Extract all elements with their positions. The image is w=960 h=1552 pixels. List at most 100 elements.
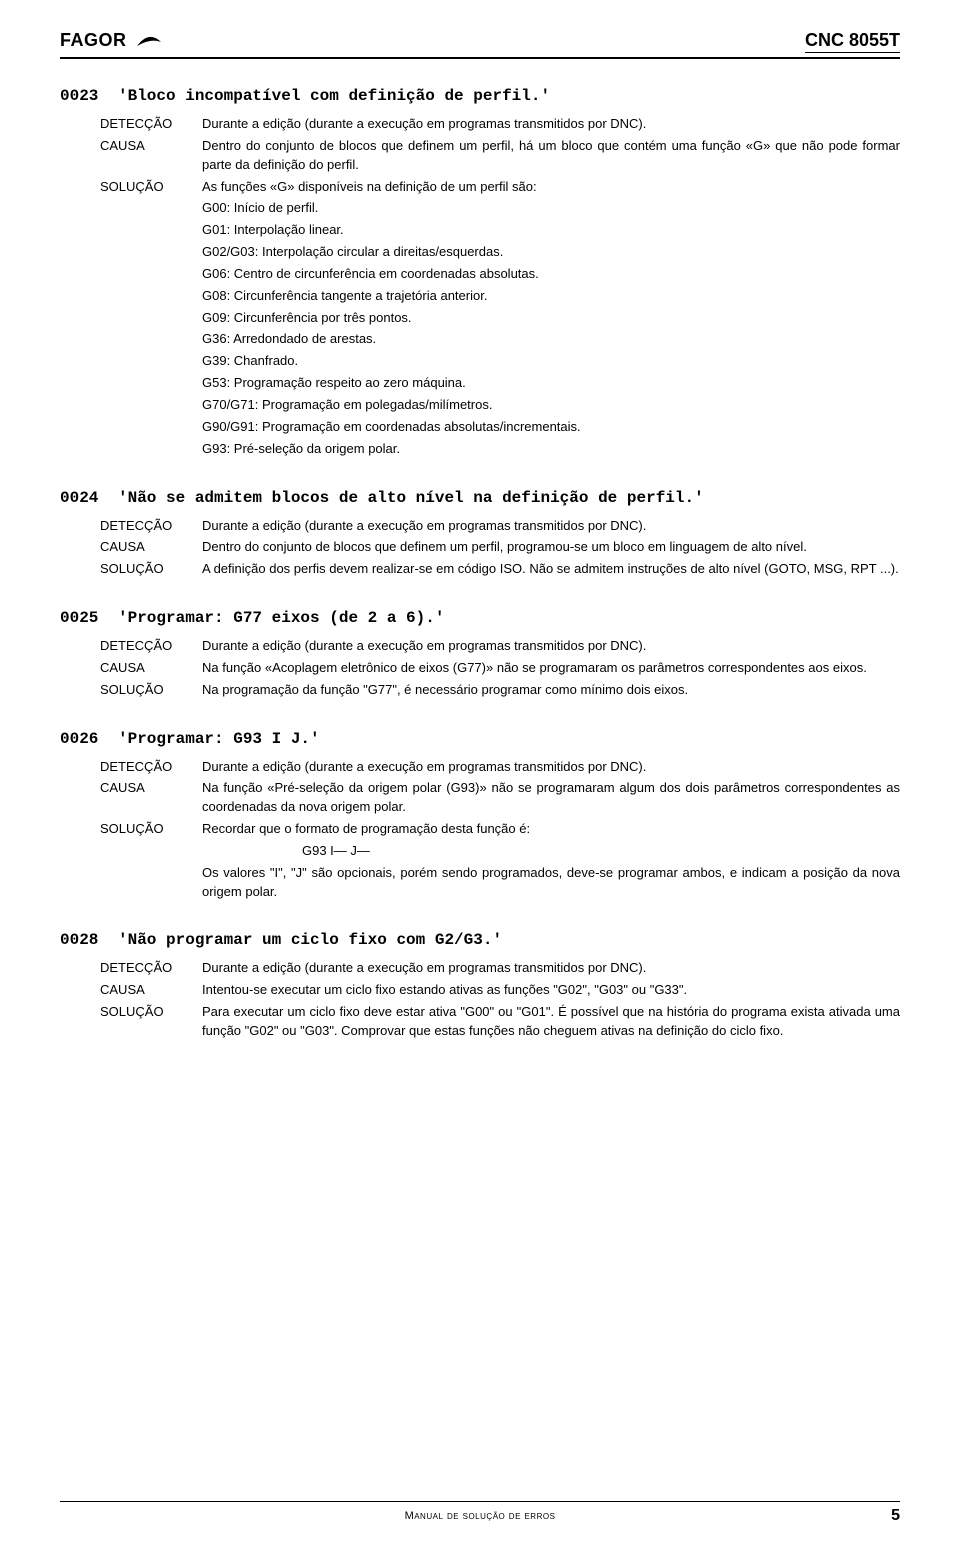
error-row: DETECÇÃODurante a edição (durante a exec…: [100, 758, 900, 777]
error-row: SOLUÇÃORecordar que o formato de program…: [100, 820, 900, 839]
error-code: 0026: [60, 730, 118, 748]
row-label: CAUSA: [100, 981, 202, 1000]
error-title-text: 'Bloco incompatível com definição de per…: [118, 87, 550, 105]
row-label: CAUSA: [100, 137, 202, 175]
sub-value: G36: Arredondado de arestas.: [202, 330, 900, 349]
sub-value: G70/G71: Programação em polegadas/milíme…: [202, 396, 900, 415]
error-subrow: G01: Interpolação linear.: [100, 221, 900, 240]
row-label: DETECÇÃO: [100, 517, 202, 536]
error-block: 0025'Programar: G77 eixos (de 2 a 6).' DE…: [60, 609, 900, 700]
after-value: Os valores "I", "J" são opcionais, porém…: [202, 864, 900, 902]
error-block: 0024'Não se admitem blocos de alto nível…: [60, 489, 900, 580]
error-row: SOLUÇÃONa programação da função "G77", é…: [100, 681, 900, 700]
error-title: 0024'Não se admitem blocos de alto nível…: [60, 489, 900, 507]
error-row: CAUSANa função «Pré-seleção da origem po…: [100, 779, 900, 817]
error-title-text: 'Não programar um ciclo fixo com G2/G3.': [118, 931, 502, 949]
sub-value: G01: Interpolação linear.: [202, 221, 900, 240]
error-title: 0025'Programar: G77 eixos (de 2 a 6).': [60, 609, 900, 627]
sub-value: G09: Circunferência por três pontos.: [202, 309, 900, 328]
error-title: 0023'Bloco incompatível com definição de…: [60, 87, 900, 105]
error-title-text: 'Programar: G77 eixos (de 2 a 6).': [118, 609, 444, 627]
error-row: CAUSAIntentou-se executar um ciclo fixo …: [100, 981, 900, 1000]
error-row: DETECÇÃODurante a edição (durante a exec…: [100, 959, 900, 978]
row-label: DETECÇÃO: [100, 758, 202, 777]
error-row: CAUSADentro do conjunto de blocos que de…: [100, 538, 900, 557]
error-row: DETECÇÃODurante a edição (durante a exec…: [100, 115, 900, 134]
error-title-text: 'Não se admitem blocos de alto nível na …: [118, 489, 704, 507]
row-label: CAUSA: [100, 779, 202, 817]
row-value: Durante a edição (durante a execução em …: [202, 758, 900, 777]
row-value: A definição dos perfis devem realizar-se…: [202, 560, 900, 579]
error-subrow: G90/G91: Programação em coordenadas abso…: [100, 418, 900, 437]
row-value: Durante a edição (durante a execução em …: [202, 637, 900, 656]
error-subrow: G39: Chanfrado.: [100, 352, 900, 371]
row-label: SOLUÇÃO: [100, 178, 202, 197]
sub-value: G06: Centro de circunferência em coorden…: [202, 265, 900, 284]
error-row: DETECÇÃODurante a edição (durante a exec…: [100, 637, 900, 656]
error-row: SOLUÇÃOPara executar um ciclo fixo deve …: [100, 1003, 900, 1041]
error-code: 0024: [60, 489, 118, 507]
row-label: DETECÇÃO: [100, 637, 202, 656]
error-subrow: G09: Circunferência por três pontos.: [100, 309, 900, 328]
row-value: Na função «Acoplagem eletrônico de eixos…: [202, 659, 900, 678]
error-block: 0028'Não programar um ciclo fixo com G2/…: [60, 931, 900, 1040]
error-center-row: G93 I— J—: [100, 842, 900, 861]
row-value: Na programação da função "G77", é necess…: [202, 681, 900, 700]
row-value: Recordar que o formato de programação de…: [202, 820, 900, 839]
error-code: 0028: [60, 931, 118, 949]
row-label: SOLUÇÃO: [100, 560, 202, 579]
error-block: 0023'Bloco incompatível com definição de…: [60, 87, 900, 459]
error-row: SOLUÇÃOA definição dos perfis devem real…: [100, 560, 900, 579]
product-model: CNC 8055T: [805, 30, 900, 51]
error-subrow: G36: Arredondado de arestas.: [100, 330, 900, 349]
row-value: Intentou-se executar um ciclo fixo estan…: [202, 981, 900, 1000]
row-label: SOLUÇÃO: [100, 820, 202, 839]
footer-title: Manual de solução de erros: [405, 1510, 556, 1522]
error-row: DETECÇÃODurante a edição (durante a exec…: [100, 517, 900, 536]
sub-value: G90/G91: Programação em coordenadas abso…: [202, 418, 900, 437]
error-subrow: G70/G71: Programação em polegadas/milíme…: [100, 396, 900, 415]
row-value: Durante a edição (durante a execução em …: [202, 115, 900, 134]
error-title: 0028'Não programar um ciclo fixo com G2/…: [60, 931, 900, 949]
row-value: Na função «Pré-seleção da origem polar (…: [202, 779, 900, 817]
error-after-row: Os valores "I", "J" são opcionais, porém…: [100, 864, 900, 902]
brand-name: FAGOR: [60, 30, 127, 51]
error-title-text: 'Programar: G93 I J.': [118, 730, 320, 748]
row-value: Dentro do conjunto de blocos que definem…: [202, 538, 900, 557]
row-label: CAUSA: [100, 659, 202, 678]
brand-logo: FAGOR: [60, 30, 163, 51]
row-label: DETECÇÃO: [100, 115, 202, 134]
page-header: FAGOR CNC 8055T: [60, 30, 900, 59]
page-footer: Manual de solução de erros 5: [60, 1501, 900, 1522]
row-label: SOLUÇÃO: [100, 1003, 202, 1041]
error-list: 0023'Bloco incompatível com definição de…: [60, 87, 900, 1041]
brand-swoosh-icon: [135, 32, 163, 50]
row-value: Durante a edição (durante a execução em …: [202, 959, 900, 978]
footer-row: Manual de solução de erros 5: [60, 1502, 900, 1522]
row-value: Durante a edição (durante a execução em …: [202, 517, 900, 536]
error-title: 0026'Programar: G93 I J.': [60, 730, 900, 748]
error-subrow: G00: Início de perfil.: [100, 199, 900, 218]
error-code: 0025: [60, 609, 118, 627]
sub-value: G02/G03: Interpolação circular a direita…: [202, 243, 900, 262]
row-value: As funções «G» disponíveis na definição …: [202, 178, 900, 197]
error-row: CAUSANa função «Acoplagem eletrônico de …: [100, 659, 900, 678]
error-row: SOLUÇÃOAs funções «G» disponíveis na def…: [100, 178, 900, 197]
error-subrow: G93: Pré-seleção da origem polar.: [100, 440, 900, 459]
sub-value: G53: Programação respeito ao zero máquin…: [202, 374, 900, 393]
sub-value: G08: Circunferência tangente a trajetóri…: [202, 287, 900, 306]
error-subrow: G06: Centro de circunferência em coorden…: [100, 265, 900, 284]
error-subrow: G08: Circunferência tangente a trajetóri…: [100, 287, 900, 306]
page-container: FAGOR CNC 8055T 0023'Bloco incompatível …: [0, 0, 960, 1552]
row-label: CAUSA: [100, 538, 202, 557]
error-subrow: G53: Programação respeito ao zero máquin…: [100, 374, 900, 393]
error-row: CAUSADentro do conjunto de blocos que de…: [100, 137, 900, 175]
sub-value: G93: Pré-seleção da origem polar.: [202, 440, 900, 459]
error-subrow: G02/G03: Interpolação circular a direita…: [100, 243, 900, 262]
center-value: G93 I— J—: [302, 842, 900, 861]
error-code: 0023: [60, 87, 118, 105]
footer-page-number: 5: [891, 1507, 900, 1525]
row-label: SOLUÇÃO: [100, 681, 202, 700]
error-block: 0026'Programar: G93 I J.' DETECÇÃODurante…: [60, 730, 900, 902]
row-label: DETECÇÃO: [100, 959, 202, 978]
